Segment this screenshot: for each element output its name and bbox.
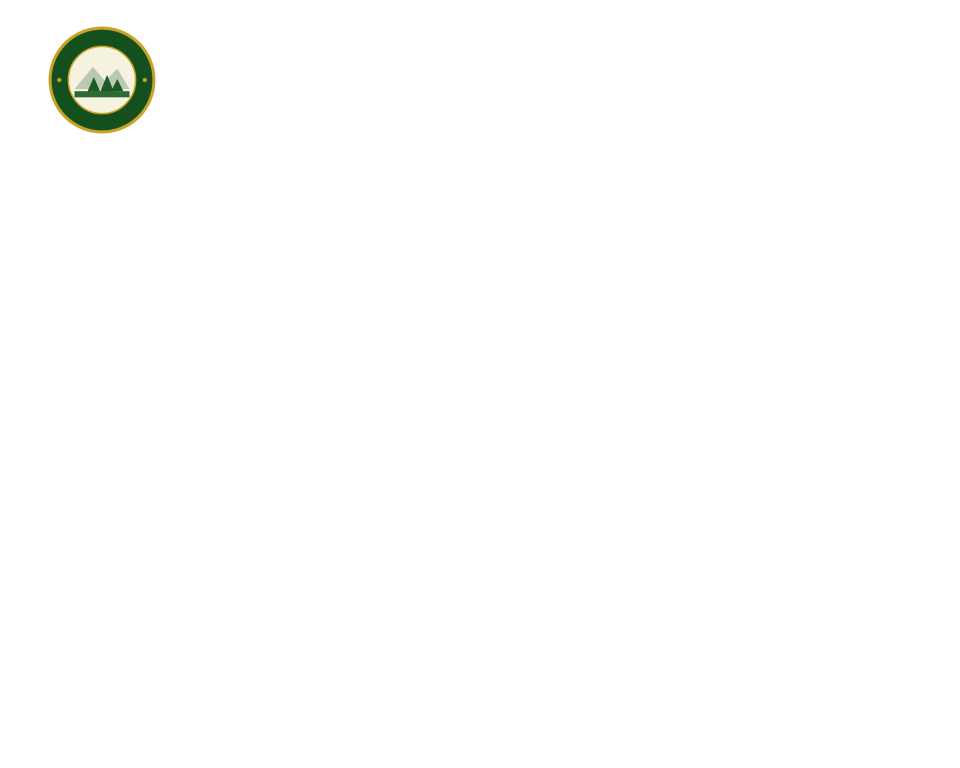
logo-forest-scene xyxy=(74,66,130,98)
logo-star-left xyxy=(57,77,62,83)
odf-logo xyxy=(48,26,156,134)
logo-star-right xyxy=(142,77,147,83)
